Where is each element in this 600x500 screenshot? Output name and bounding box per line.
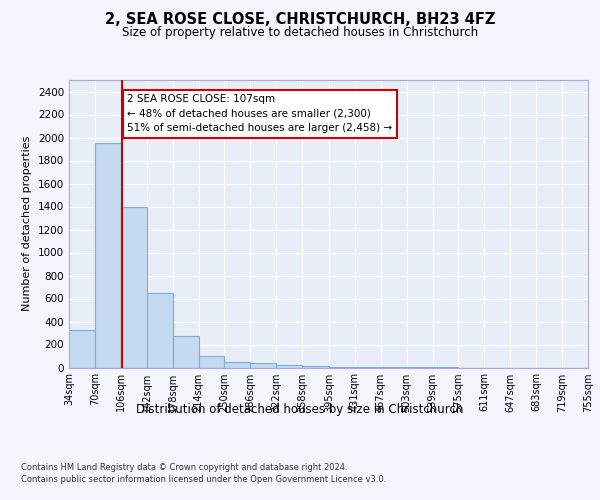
Text: Distribution of detached houses by size in Christchurch: Distribution of detached houses by size … (136, 402, 464, 415)
Bar (121, 206, 147, 368)
Bar (302, 366, 329, 368)
Bar (329, 367, 355, 368)
Bar (224, 362, 250, 368)
Y-axis label: Number of detached properties: Number of detached properties (22, 136, 32, 312)
Text: Contains public sector information licensed under the Open Government Licence v3: Contains public sector information licen… (21, 475, 386, 484)
Bar (95, 143, 121, 368)
Text: Size of property relative to detached houses in Christchurch: Size of property relative to detached ho… (122, 26, 478, 39)
Bar (69, 330, 95, 368)
Bar (277, 365, 302, 368)
Text: Contains HM Land Registry data © Crown copyright and database right 2024.: Contains HM Land Registry data © Crown c… (21, 462, 347, 471)
Text: 2 SEA ROSE CLOSE: 107sqm
← 48% of detached houses are smaller (2,300)
51% of sem: 2 SEA ROSE CLOSE: 107sqm ← 48% of detach… (127, 94, 392, 134)
Bar (199, 356, 224, 368)
Bar (250, 364, 277, 368)
Bar (147, 292, 173, 368)
Bar (173, 336, 199, 368)
Text: 2, SEA ROSE CLOSE, CHRISTCHURCH, BH23 4FZ: 2, SEA ROSE CLOSE, CHRISTCHURCH, BH23 4F… (105, 12, 495, 28)
